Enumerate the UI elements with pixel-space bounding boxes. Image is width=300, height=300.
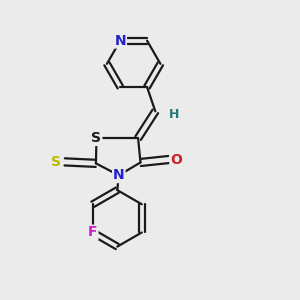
Text: O: O <box>170 152 182 167</box>
Text: S: S <box>51 155 62 169</box>
Text: H: H <box>169 108 179 121</box>
Text: F: F <box>88 226 98 239</box>
Text: N: N <box>113 168 124 182</box>
Text: S: S <box>92 131 101 145</box>
Text: N: N <box>115 34 126 48</box>
